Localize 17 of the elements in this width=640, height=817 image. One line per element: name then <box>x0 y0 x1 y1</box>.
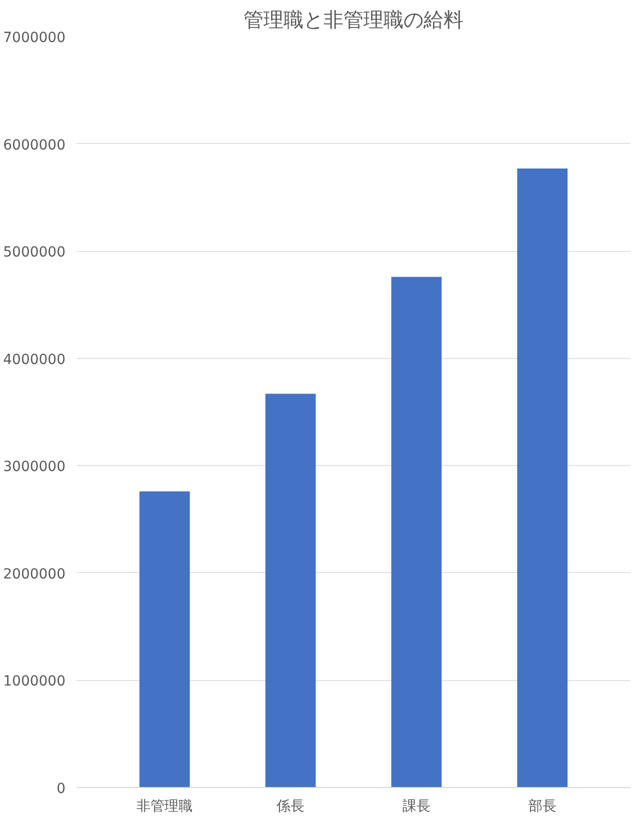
bar <box>391 276 442 788</box>
x-tick-label: 係長 <box>276 798 305 814</box>
y-tick-label: 3000000 <box>3 459 66 476</box>
x-tick-label: 部長 <box>528 798 556 814</box>
chart-title: 管理職と非管理職の給料 <box>244 8 464 32</box>
bar <box>139 491 190 788</box>
y-tick-label: 6000000 <box>3 137 66 154</box>
bar <box>265 394 316 788</box>
y-tick-label: 4000000 <box>3 352 66 368</box>
y-tick-label: 1000000 <box>3 674 66 690</box>
x-tick-label: 非管理職 <box>136 798 193 814</box>
y-tick-label: 5000000 <box>3 244 66 261</box>
y-tick-label: 2000000 <box>3 566 66 582</box>
y-tick-label: 0 <box>56 781 66 797</box>
x-tick-label: 課長 <box>402 798 430 814</box>
y-tick-label: 7000000 <box>3 30 66 46</box>
bar <box>517 168 568 788</box>
